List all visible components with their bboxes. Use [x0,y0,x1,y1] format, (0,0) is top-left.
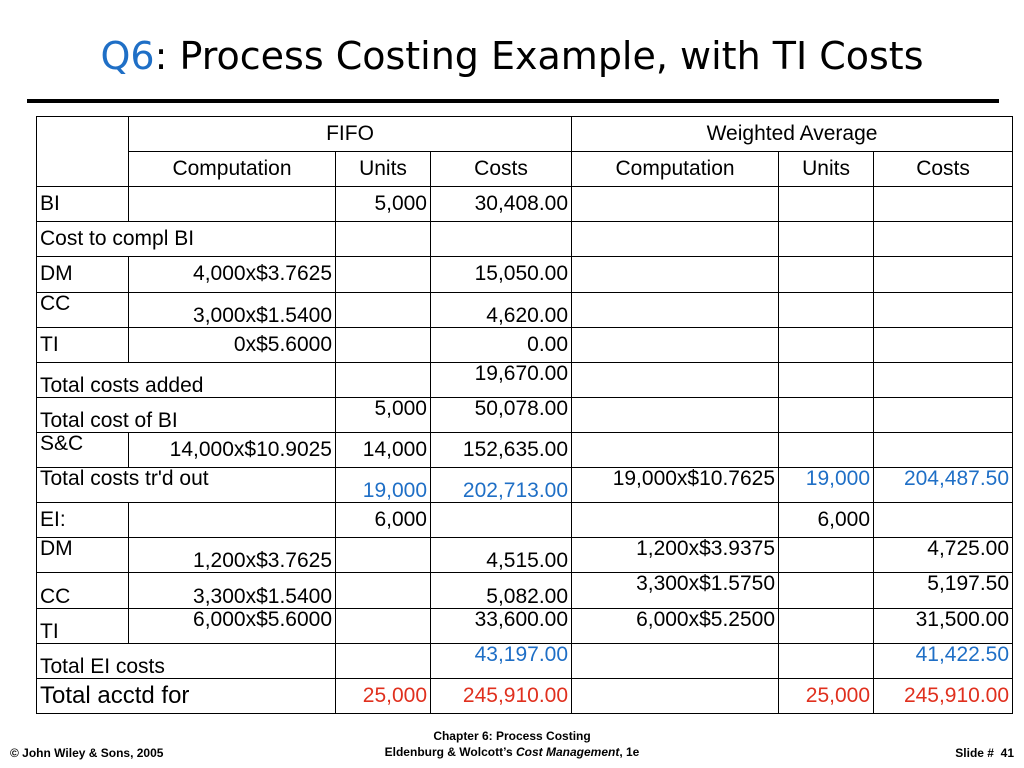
cell-value: 0x$5.6000 [128,326,336,363]
cell-value: 25,000 [778,677,875,715]
table-row: Total costs tr'd out 19,000 202,713.00 1… [36,467,1014,504]
footer-slide-number: Slide # 41 [955,746,1014,760]
cell-value: 33,600.00 [429,607,573,644]
cell-value: 5,000 [335,396,431,433]
cell-value: 152,635.00 [429,431,573,469]
row-label: BI [36,186,129,223]
footer-book-info: Chapter 6: Process Costing Eldenburg & W… [262,728,762,760]
col-header-fifo-computation: Computation [128,151,336,188]
table-row: Computation Units Costs Computation Unit… [37,151,1014,188]
row-label: Total acctd for [36,677,336,715]
cell-value: 6,000x$5.2500 [571,607,780,644]
footer-chapter: Chapter 6: Process Costing [433,729,591,743]
cell-value: 43,197.00 [429,642,573,679]
cell-value: 202,713.00 [429,467,573,504]
cell-value: 3,300x$1.5400 [128,572,336,609]
table-row: Total costs added 19,670.00 [36,361,1014,398]
cell-value: 5,197.50 [873,572,1014,609]
table-row: TI 0x$5.6000 0.00 [36,326,1014,363]
row-label: TI [36,326,129,363]
row-label: TI [36,607,129,644]
cell-value: 41,422.50 [873,642,1014,679]
row-label: DM [36,256,129,293]
table-row: TI 6,000x$5.6000 33,600.00 6,000x$5.2500… [36,607,1014,644]
table-row: DM 1,200x$3.7625 4,515.00 1,200x$3.9375 … [36,537,1014,574]
table-row: BI 5,000 30,408.00 [36,186,1014,223]
table-row: S&C 14,000x$10.9025 14,000 152,635.00 [36,431,1014,469]
table-row: Total acctd for 25,000 245,910.00 25,000… [36,677,1014,715]
row-label: Cost to compl BI [36,221,336,258]
row-label: Total costs tr'd out [36,467,336,504]
cell-value: 3,300x$1.5750 [571,572,780,609]
table-row: DM 4,000x$3.7625 15,050.00 [36,256,1014,293]
row-label: Total EI costs [36,642,336,679]
cell-value: 19,000 [335,467,431,504]
cell-value: 5,082.00 [429,572,573,609]
table-row: Cost to compl BI [36,221,1014,258]
col-header-wa-units: Units [778,151,875,188]
footer-copyright: © John Wiley & Sons, 2005 [10,746,164,760]
title-divider [27,99,999,103]
row-label: Total cost of BI [36,396,336,433]
footer-book: Eldenburg & Wolcott’s Cost Management, 1… [384,745,640,759]
question-number: Q6 [100,34,155,78]
cell-value: 25,000 [335,677,431,715]
row-label: EI: [36,502,129,539]
row-label: S&C [36,431,129,469]
cell-value: 204,487.50 [873,467,1014,504]
process-costing-table: FIFO Weighted Average Computation Units … [36,115,1014,715]
cell-value: 245,910.00 [429,677,573,715]
cell-value: 19,670.00 [429,361,573,398]
table-row: Total EI costs 43,197.00 41,422.50 [36,642,1014,679]
row-label: Total costs added [36,361,336,398]
cell-value: 6,000 [778,502,875,539]
table-row: EI: 6,000 6,000 [36,502,1014,539]
cell-value: 245,910.00 [873,677,1014,715]
cell-value: 4,515.00 [429,537,573,574]
cell-value: 31,500.00 [873,607,1014,644]
cell-value: 30,408.00 [429,186,573,223]
col-header-wa-costs: Costs [873,151,1014,188]
cell-value: 15,050.00 [429,256,573,293]
table-row: CC 3,300x$1.5400 5,082.00 3,300x$1.5750 … [36,572,1014,609]
title-text: : Process Costing Example, with TI Costs [154,34,924,78]
col-header-fifo-units: Units [335,151,431,188]
table-row: Total cost of BI 5,000 50,078.00 [36,396,1014,433]
cell-value: 14,000x$10.9025 [128,431,336,469]
row-label: CC [36,572,129,609]
cell-value: 4,620.00 [429,291,573,328]
footer-book-title: Cost Management [515,745,620,759]
fifo-header: FIFO [127,115,573,153]
cell-value: 1,200x$3.9375 [571,537,780,574]
cell-value: 4,000x$3.7625 [128,256,336,293]
cell-value: 6,000 [335,502,431,539]
cell-value: 4,725.00 [873,537,1014,574]
cell-value: 1,200x$3.7625 [128,537,336,574]
cell-value: 3,000x$1.5400 [128,291,336,328]
table-row: CC 3,000x$1.5400 4,620.00 [36,291,1014,328]
corner-cell [36,115,129,188]
cell-value: 6,000x$5.6000 [128,607,336,644]
cell-value: 5,000 [335,186,431,223]
table-row: FIFO Weighted Average [36,115,1014,188]
slide-title: Q6: Process Costing Example, with TI Cos… [0,28,1024,84]
cell-value: 0.00 [429,326,573,363]
col-header-fifo-costs: Costs [429,151,573,188]
row-label: DM [36,537,129,574]
cell-value: 14,000 [335,431,431,469]
col-header-wa-computation: Computation [571,151,780,188]
weighted-average-header: Weighted Average [571,115,1014,153]
cell-value: 50,078.00 [429,396,573,433]
row-label: CC [36,291,129,328]
cell-value: 19,000x$10.7625 [571,467,780,504]
cell-value: 19,000 [778,467,875,504]
